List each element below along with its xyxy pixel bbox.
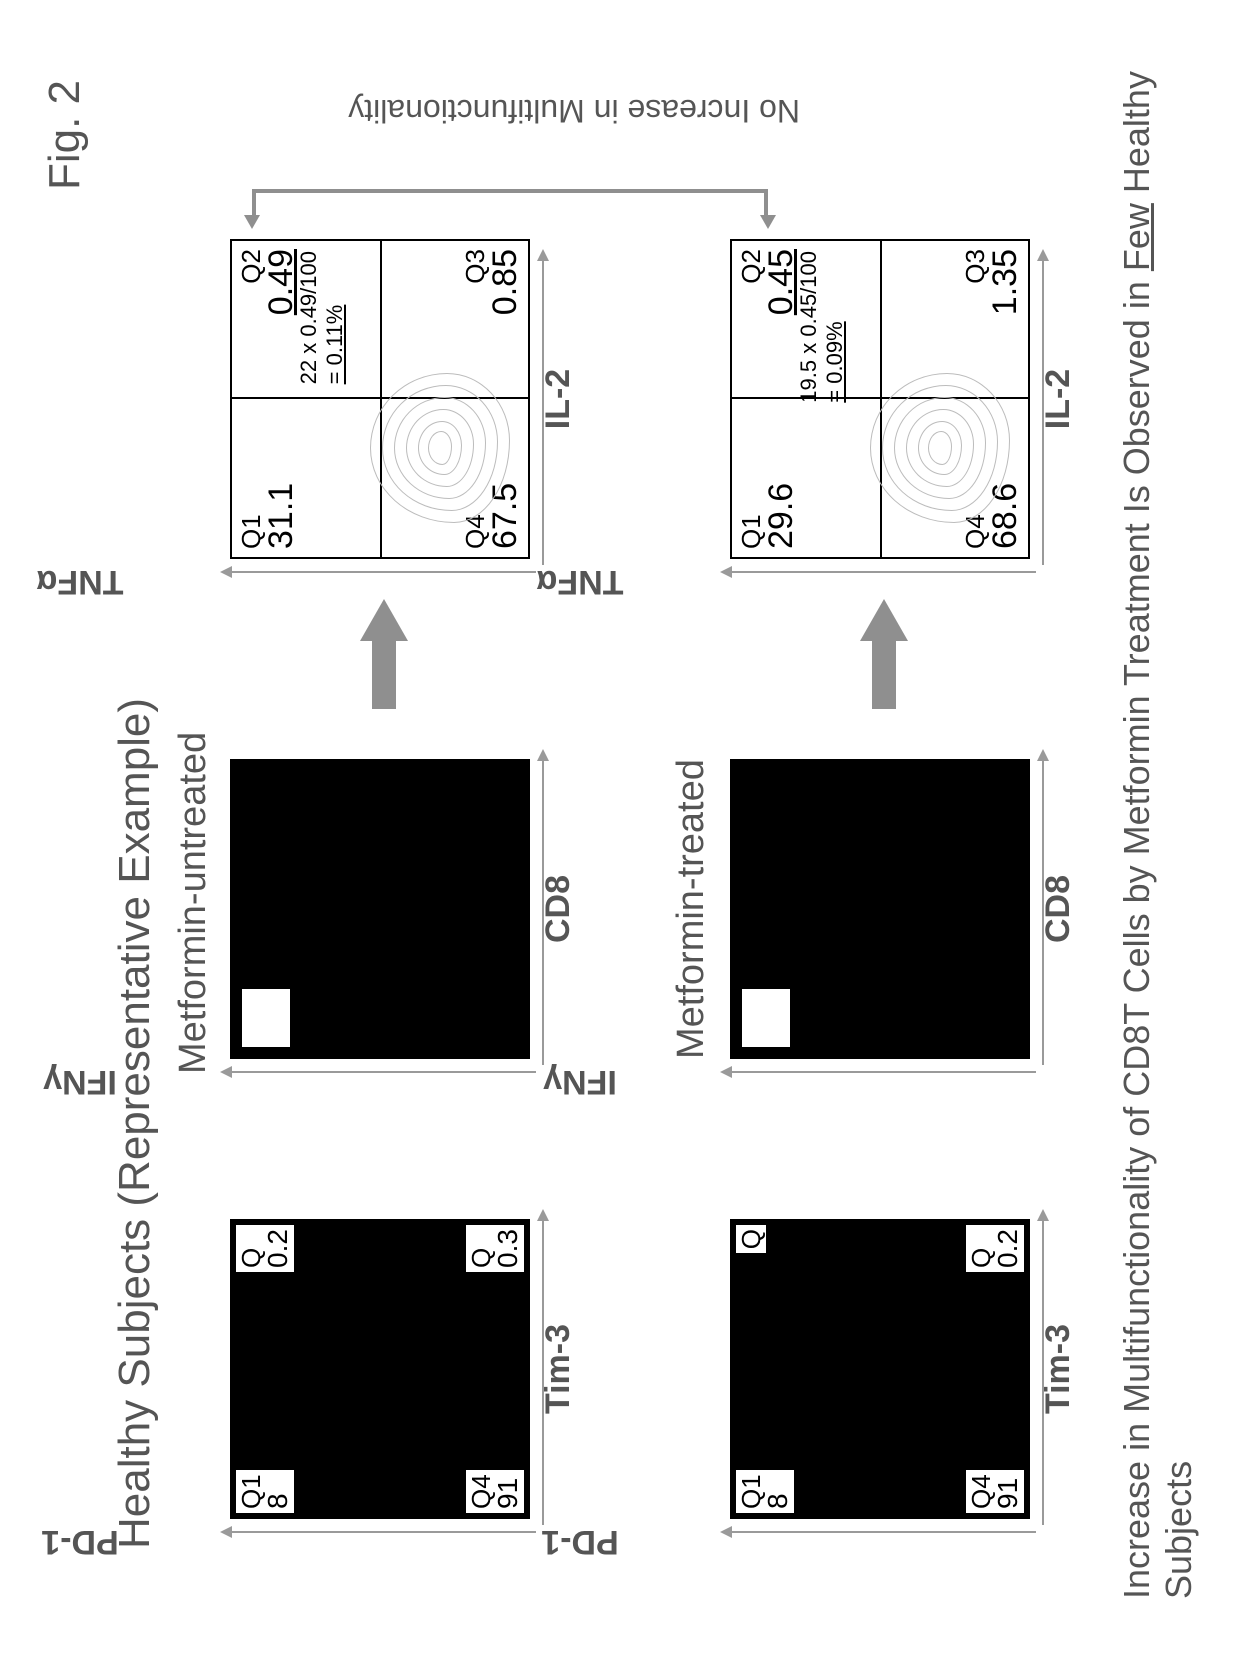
panel-tnfa-il2-untreated: Q131.1 Q20.49 Q30.85 Q467.5 22 x 0.49/10… (230, 239, 530, 559)
q2-label: Q (736, 1225, 766, 1253)
axis-x-label: Tim-3 (539, 1219, 578, 1519)
axis-x-label: CD8 (1039, 759, 1078, 1059)
axis-y-arrow (722, 1071, 1036, 1073)
q4-label: Q467.5 (462, 483, 522, 549)
figure-caption: Increase in Multifunctionality of CD8T C… (1116, 0, 1200, 1599)
panel-tnfa-il2-treated: Q129.6 Q20.45 Q31.35 Q468.6 19.5 x 0.45/… (730, 239, 1030, 559)
gate-marker (742, 989, 790, 1047)
q3-label: Q30.85 (462, 249, 522, 315)
axis-y-label: IFNγ (0, 1062, 230, 1101)
axis-y-label: TNFα (430, 562, 730, 601)
plot-box (230, 759, 530, 1059)
q3-label: Q31.35 (962, 249, 1022, 315)
panel-ifng-cd8-untreated: IFNγ CD8 (230, 759, 530, 1059)
q3-label: Q0.2 (966, 1225, 1024, 1272)
bracket-label: No Increase in Multifunctionality (348, 92, 800, 129)
q2-label: Q20.45 (738, 249, 798, 315)
gate-marker (242, 989, 290, 1047)
axis-x-label: CD8 (539, 759, 578, 1059)
figure-number: Fig. 2 (40, 80, 90, 190)
row1-label: Metformin-untreated (172, 732, 215, 1074)
bracket-arrow-icon (760, 215, 776, 229)
q4-label: Q468.6 (962, 483, 1022, 549)
axis-y-label: IFNγ (430, 1062, 730, 1101)
axis-y-arrow (722, 571, 1036, 573)
q1-label: Q18 (736, 1470, 794, 1513)
q2-label: Q0.2 (236, 1225, 294, 1272)
calculation-text: 22 x 0.49/100 = 0.11% (296, 251, 349, 384)
comparison-bracket (252, 189, 768, 217)
plot-box (730, 759, 1030, 1059)
main-title: Healthy Subjects (Representative Example… (110, 698, 160, 1549)
plot-box: Q131.1 Q20.49 Q30.85 Q467.5 22 x 0.49/10… (230, 239, 530, 559)
arrow-icon (360, 599, 408, 709)
axis-x-label: Tim-3 (1039, 1219, 1078, 1519)
row2-label: Metformin-treated (670, 759, 713, 1059)
axis-x-label: IL-2 (539, 239, 578, 559)
axis-y-label: PD-1 (430, 1522, 730, 1561)
plot-box: Q18 Q0.2 Q0.3 Q491 (230, 1219, 530, 1519)
panel-pd1-tim3-treated: Q18 Q Q0.2 Q491 PD-1 Tim-3 (730, 1219, 1030, 1519)
caption-underlined: Few (1116, 203, 1157, 271)
axis-x-label: IL-2 (1039, 239, 1078, 559)
q1-label: Q129.6 (738, 483, 798, 549)
bracket-arrow-icon (244, 215, 260, 229)
axis-y-arrow (722, 1531, 1036, 1533)
q2-label: Q20.49 (238, 249, 298, 315)
arrow-icon (860, 599, 908, 709)
q4-label: Q491 (966, 1470, 1024, 1513)
plot-box: Q129.6 Q20.45 Q31.35 Q468.6 19.5 x 0.45/… (730, 239, 1030, 559)
plot-box: Q18 Q Q0.2 Q491 (730, 1219, 1030, 1519)
panel-ifng-cd8-treated: IFNγ CD8 (730, 759, 1030, 1059)
figure-canvas: Fig. 2 Healthy Subjects (Representative … (0, 0, 1240, 1669)
caption-pre: Increase in Multifunctionality of CD8T C… (1116, 271, 1157, 1599)
q1-label: Q131.1 (238, 483, 298, 549)
calculation-text: 19.5 x 0.45/100 = 0.09% (796, 251, 849, 403)
q3-label: Q0.3 (466, 1225, 524, 1272)
axis-y-label: TNFα (0, 562, 230, 601)
q4-label: Q491 (466, 1470, 524, 1513)
axis-y-label: PD-1 (0, 1522, 230, 1561)
q1-label: Q18 (236, 1470, 294, 1513)
panel-pd1-tim3-untreated: Q18 Q0.2 Q0.3 Q491 PD-1 Tim-3 (230, 1219, 530, 1519)
